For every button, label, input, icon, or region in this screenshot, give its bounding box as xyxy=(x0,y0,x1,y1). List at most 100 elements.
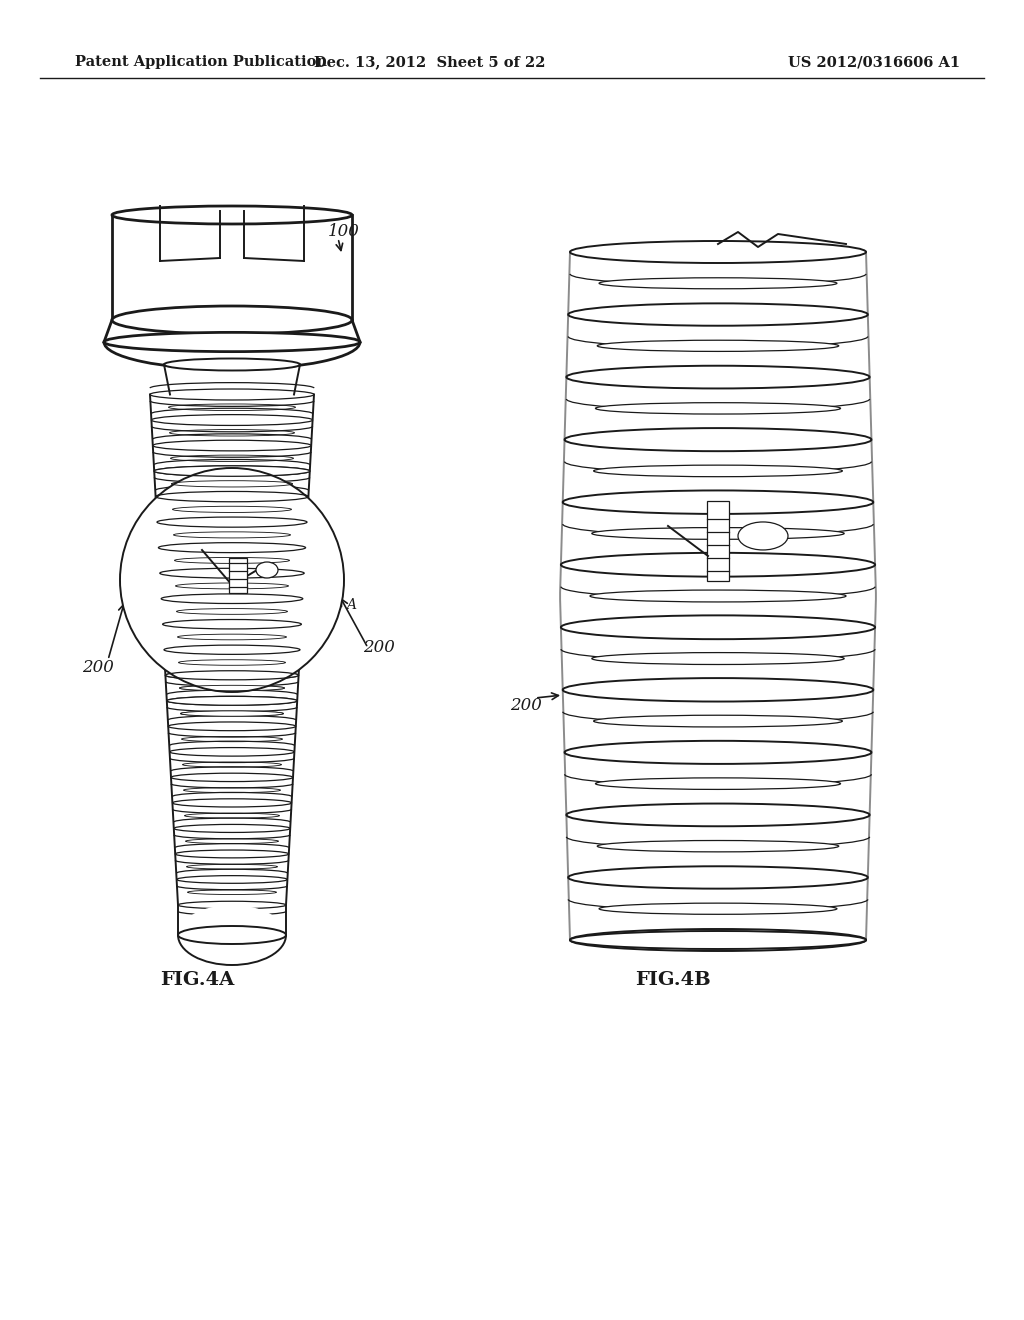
Ellipse shape xyxy=(175,850,289,858)
Ellipse shape xyxy=(150,389,314,400)
Ellipse shape xyxy=(181,737,283,742)
Ellipse shape xyxy=(163,619,301,628)
Ellipse shape xyxy=(155,466,310,477)
Ellipse shape xyxy=(177,634,287,640)
Ellipse shape xyxy=(175,583,289,589)
Ellipse shape xyxy=(568,866,867,888)
Ellipse shape xyxy=(184,813,280,818)
Ellipse shape xyxy=(175,583,289,589)
Ellipse shape xyxy=(592,652,844,664)
Ellipse shape xyxy=(594,715,843,727)
Ellipse shape xyxy=(561,553,876,577)
Ellipse shape xyxy=(172,507,292,512)
Ellipse shape xyxy=(592,528,844,540)
Ellipse shape xyxy=(564,428,871,451)
Ellipse shape xyxy=(178,906,286,965)
Ellipse shape xyxy=(597,341,839,351)
Ellipse shape xyxy=(153,441,311,451)
Text: FIG.4A: FIG.4A xyxy=(160,972,234,989)
Ellipse shape xyxy=(164,645,300,655)
Ellipse shape xyxy=(566,804,869,826)
Ellipse shape xyxy=(159,543,305,553)
Ellipse shape xyxy=(163,619,301,628)
Ellipse shape xyxy=(155,466,310,477)
Ellipse shape xyxy=(168,722,296,731)
Ellipse shape xyxy=(186,865,278,869)
Ellipse shape xyxy=(599,277,837,289)
Ellipse shape xyxy=(561,615,876,639)
Ellipse shape xyxy=(171,455,294,462)
Ellipse shape xyxy=(564,741,871,764)
Ellipse shape xyxy=(178,660,286,665)
Ellipse shape xyxy=(160,569,304,578)
Ellipse shape xyxy=(170,429,295,436)
Ellipse shape xyxy=(171,774,293,781)
Ellipse shape xyxy=(594,465,843,477)
Ellipse shape xyxy=(167,697,297,705)
Ellipse shape xyxy=(595,777,841,789)
Ellipse shape xyxy=(169,404,296,411)
Ellipse shape xyxy=(595,403,841,414)
Ellipse shape xyxy=(159,543,305,553)
Ellipse shape xyxy=(185,838,279,843)
Ellipse shape xyxy=(166,671,299,680)
Bar xyxy=(707,502,729,581)
Ellipse shape xyxy=(157,517,307,527)
Ellipse shape xyxy=(568,304,867,326)
Ellipse shape xyxy=(179,685,285,690)
Ellipse shape xyxy=(167,697,297,705)
Ellipse shape xyxy=(256,562,278,578)
Ellipse shape xyxy=(156,491,308,502)
Ellipse shape xyxy=(112,206,352,224)
Ellipse shape xyxy=(178,927,286,944)
Text: FIG.4B: FIG.4B xyxy=(635,972,711,989)
Ellipse shape xyxy=(164,359,300,371)
Ellipse shape xyxy=(183,788,281,792)
Ellipse shape xyxy=(173,532,291,539)
Bar xyxy=(229,558,247,593)
Ellipse shape xyxy=(563,491,873,513)
Ellipse shape xyxy=(176,609,288,614)
Ellipse shape xyxy=(590,590,846,602)
Ellipse shape xyxy=(161,594,303,603)
Ellipse shape xyxy=(172,507,292,512)
Ellipse shape xyxy=(172,799,292,807)
Ellipse shape xyxy=(563,678,873,701)
Ellipse shape xyxy=(160,569,304,578)
Ellipse shape xyxy=(157,517,307,527)
Ellipse shape xyxy=(171,480,293,487)
Text: 200: 200 xyxy=(362,639,395,656)
Ellipse shape xyxy=(178,660,286,665)
Ellipse shape xyxy=(570,929,866,950)
Ellipse shape xyxy=(166,671,299,680)
Ellipse shape xyxy=(180,711,284,717)
Ellipse shape xyxy=(104,333,360,351)
Ellipse shape xyxy=(179,685,285,690)
Ellipse shape xyxy=(161,594,303,603)
Ellipse shape xyxy=(176,875,288,883)
Ellipse shape xyxy=(178,902,286,908)
Ellipse shape xyxy=(170,747,295,756)
Ellipse shape xyxy=(174,557,290,564)
Text: Dec. 13, 2012  Sheet 5 of 22: Dec. 13, 2012 Sheet 5 of 22 xyxy=(314,55,546,69)
Ellipse shape xyxy=(174,825,290,833)
Ellipse shape xyxy=(156,491,308,502)
Text: 200: 200 xyxy=(82,660,114,676)
Ellipse shape xyxy=(104,314,360,370)
Ellipse shape xyxy=(597,841,839,851)
Ellipse shape xyxy=(176,609,288,614)
Ellipse shape xyxy=(152,414,312,425)
Ellipse shape xyxy=(566,366,869,388)
Ellipse shape xyxy=(171,480,293,487)
Ellipse shape xyxy=(570,242,866,263)
Ellipse shape xyxy=(182,762,282,767)
Ellipse shape xyxy=(173,532,291,539)
Ellipse shape xyxy=(177,634,287,640)
Ellipse shape xyxy=(738,521,788,550)
Ellipse shape xyxy=(174,557,290,564)
Ellipse shape xyxy=(599,903,837,915)
Text: Patent Application Publication: Patent Application Publication xyxy=(75,55,327,69)
Ellipse shape xyxy=(180,711,284,717)
Circle shape xyxy=(120,469,344,692)
Text: US 2012/0316606 A1: US 2012/0316606 A1 xyxy=(787,55,961,69)
